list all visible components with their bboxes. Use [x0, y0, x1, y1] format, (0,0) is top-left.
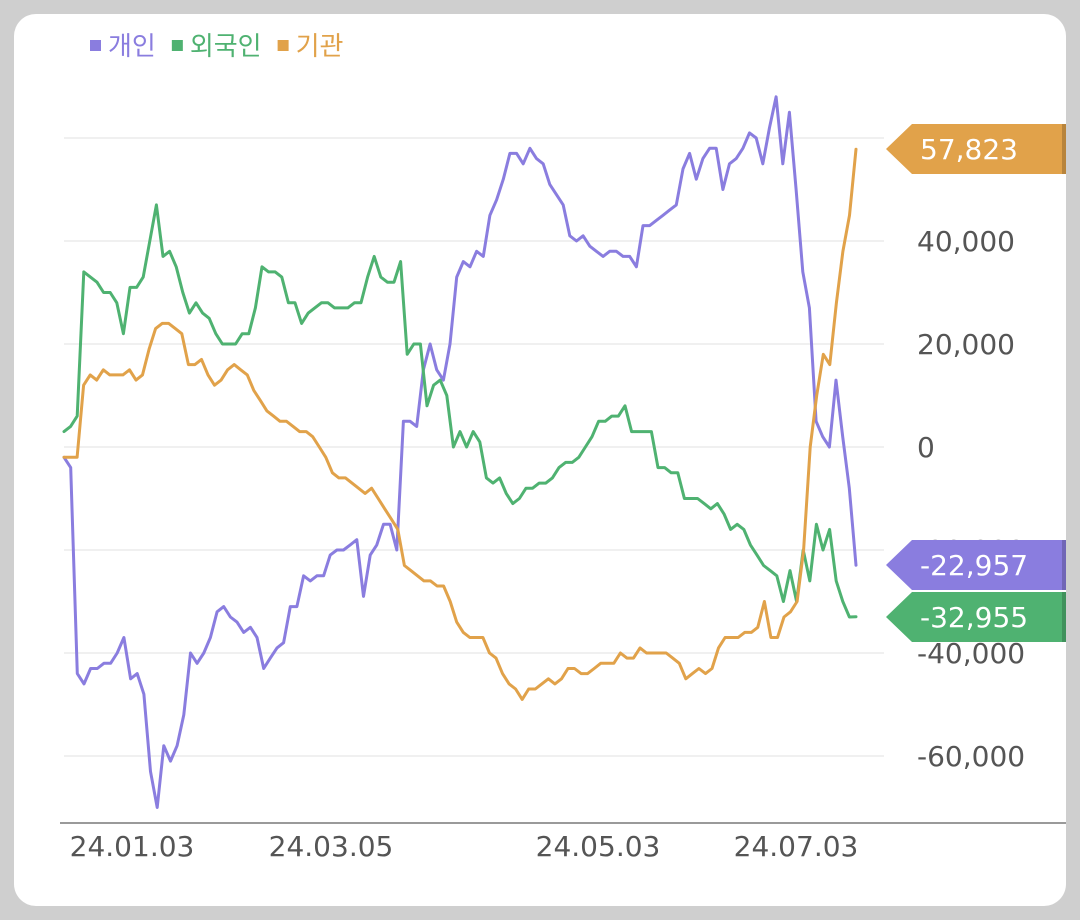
legend-swatch[interactable]: [277, 40, 289, 51]
x-tick-label: 24.03.05: [269, 830, 394, 863]
series-layer: [62, 95, 858, 809]
last-value-badge: [886, 540, 1066, 590]
last-value-badge: [886, 124, 1066, 174]
legend-swatch[interactable]: [171, 40, 183, 51]
x-axis-ticks: 24.01.03 24.03.05 24.05.03 24.07.03: [70, 830, 859, 863]
last-value-badges: 57,823 -22,957 -32,955: [886, 124, 1066, 642]
series-line-0: [62, 95, 858, 809]
y-tick-label: 20,000: [917, 328, 1015, 361]
badge-edge: [1062, 124, 1066, 174]
x-tick-label: 24.01.03: [70, 830, 195, 863]
last-value-label: -22,957: [920, 549, 1028, 582]
legend-item-label[interactable]: 개인: [108, 32, 156, 62]
y-tick-label: -40,000: [917, 637, 1025, 670]
series-line-2: [62, 147, 858, 701]
badge-edge: [1062, 592, 1066, 642]
y-tick-label: 40,000: [917, 225, 1015, 258]
legend-item-label[interactable]: 기관: [296, 32, 344, 62]
legend-item-label[interactable]: 외국인: [190, 32, 262, 62]
y-tick-label: -60,000: [917, 740, 1025, 773]
x-tick-label: 24.05.03: [536, 830, 661, 863]
last-value-label: 57,823: [920, 133, 1018, 166]
last-value-label: -32,955: [920, 601, 1028, 634]
last-value-badge: [886, 592, 1066, 642]
legend-swatch[interactable]: [90, 40, 101, 51]
grid-layer: [64, 137, 884, 757]
legend[interactable]: 개인 외국인 기관: [90, 32, 343, 62]
y-tick-label: 0: [917, 431, 935, 464]
badge-edge: [1062, 540, 1066, 590]
x-tick-label: 24.07.03: [734, 830, 859, 863]
